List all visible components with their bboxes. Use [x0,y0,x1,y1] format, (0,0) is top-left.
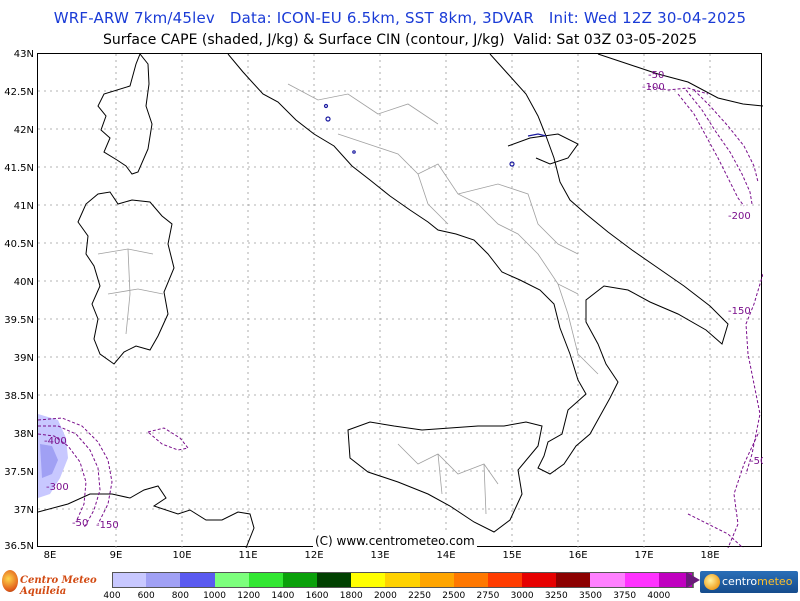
colorbar-swatch [487,572,524,588]
colorbar-tick-label: 1600 [305,591,329,601]
lat-label: 38.5N [4,391,34,402]
lat-label: 39.5N [4,315,34,326]
svg-text:-50: -50 [648,70,664,81]
colorbar-tick-label: 2750 [476,591,500,601]
lon-label: 10E [172,550,192,561]
italy-mainland-coast [227,53,729,475]
map-subtitle: Surface CAPE (shaded, J/kg) & Surface CI… [102,32,697,48]
lat-label: 41N [13,201,34,212]
sun-logo-icon [704,574,720,590]
lon-label: 18E [700,550,720,561]
colorbar-swatch [522,572,558,588]
lat-label: 42N [13,125,34,136]
lat-label: 39N [13,353,34,364]
sicily-borders [397,443,499,515]
colorbar-tick-label: 2250 [408,591,432,601]
map-canvas: -50 -100 -200 -150 -50 -400 -50 -150 -30… [37,53,766,549]
colorbar-tick-label: 1200 [237,591,261,601]
colorbar-swatch [590,572,626,588]
colorbar-swatch [419,572,455,588]
lat-label: 36.5N [4,541,34,552]
lat-label: 40N [13,277,34,288]
gargano-coast [507,133,579,165]
lon-label: 8E [43,550,57,561]
lon-label: 9E [109,550,123,561]
cape-shading-core [40,444,58,478]
sardinia-coast [77,191,175,365]
colorbar-tick-label: 2500 [442,591,466,601]
svg-text:-400: -400 [44,436,67,447]
sun-logo-icon [2,570,18,592]
sicily-coast [347,421,543,533]
lon-label: 17E [634,550,654,561]
graticule [38,54,763,548]
colorbar-tick-label: 1000 [203,591,226,601]
svg-text:-50: -50 [72,518,88,529]
colorbar-swatch [282,572,319,588]
colorbar-swatch [214,572,250,588]
cin-contours-east [687,273,764,549]
logo-centrometeo: centrometeo [700,571,798,593]
lat-label: 38N [13,429,34,440]
colorbar-swatch [624,572,660,588]
colorbar-tick-label: 3000 [510,591,534,601]
svg-text:-100: -100 [642,82,665,93]
colorbar-tick-label: 3250 [544,591,568,601]
colorbar-swatch [556,572,592,588]
lon-label: 13E [370,550,390,561]
balkan-coast [597,53,764,107]
lon-label: 15E [502,550,522,561]
colorbar-tick-label: 4000 [647,591,671,601]
svg-text:-150: -150 [728,306,751,317]
colorbar-tick-label: 400 [103,591,121,601]
svg-text:-50: -50 [750,456,763,467]
colorbar-arrow-icon [686,572,700,588]
logo-centro-meteo-aquileia: Centro Meteo Aquileia [2,570,110,597]
colorbar-tick-label: 3500 [579,591,602,601]
colorbar-swatch [146,572,182,588]
lat-label: 37N [13,505,34,516]
colorbar-swatch [351,572,387,588]
lon-label: 16E [568,550,588,561]
lon-label: 12E [304,550,324,561]
cin-labels: -50 -100 -200 -150 -50 -400 -50 -150 -30… [44,70,766,531]
map-title: WRF-ARW 7km/45lev Data: ICON-EU 6.5km, S… [53,9,747,27]
colorbar-swatch [112,572,148,588]
logo-left-text: Centro Meteo Aquileia [20,575,97,597]
colorbar-tick-label: 1400 [271,591,295,601]
lon-label: 14E [436,550,456,561]
lat-label: 42.5N [4,87,34,98]
colorbar-tick-label: 1800 [339,591,363,601]
logo-right-text: centrometeo [722,575,793,588]
lat-label: 41.5N [4,163,34,174]
svg-text:-300: -300 [46,482,69,493]
colorbar-tick-label: 800 [171,591,189,601]
copyright-text: (C) www.centrometeo.com [313,534,477,548]
africa-coast [37,485,255,549]
colorbar-swatch [180,572,216,588]
colorbar-tick-label: 2000 [373,591,397,601]
cin-contours-southwest [37,417,189,529]
colorbar-swatch [317,572,353,588]
colorbar-tick-label: 3750 [613,591,637,601]
map-panel: -50 -100 -200 -150 -50 -400 -50 -150 -30… [37,53,766,549]
colorbar-swatch [248,572,284,588]
svg-text:-200: -200 [728,211,751,222]
cin-contours-northeast [647,85,759,207]
colorbar-swatch [385,572,421,588]
italy-regional-borders [287,83,599,375]
svg-text:-150: -150 [96,520,119,531]
cape-spots [323,103,547,167]
lat-label: 40.5N [4,239,34,250]
corsica-coast [97,53,153,175]
colorbar-tick-label: 600 [137,591,155,601]
colorbar-swatch [453,572,489,588]
lat-label: 43N [13,49,34,60]
lon-label: 11E [238,550,258,561]
sardinia-borders [97,248,164,335]
lat-label: 37.5N [4,467,34,478]
